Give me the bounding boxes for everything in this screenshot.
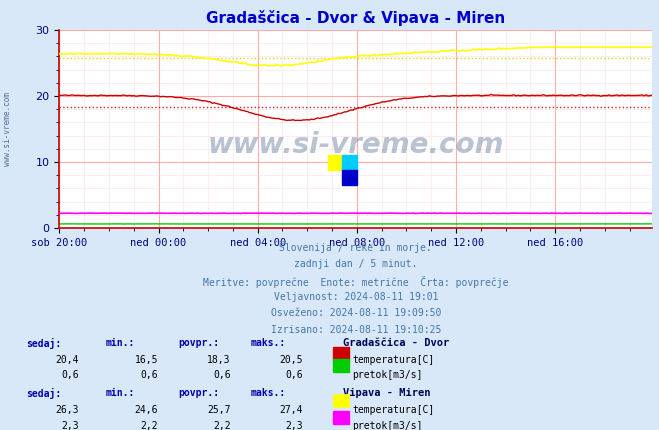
Bar [343, 155, 357, 170]
Text: temperatura[C]: temperatura[C] [353, 405, 435, 415]
Text: maks.:: maks.: [250, 388, 285, 398]
Text: Osveženo: 2024-08-11 19:09:50: Osveženo: 2024-08-11 19:09:50 [271, 308, 441, 318]
Text: 20,4: 20,4 [55, 355, 79, 365]
Text: 0,6: 0,6 [140, 370, 158, 380]
Text: Izrisano: 2024-08-11 19:10:25: Izrisano: 2024-08-11 19:10:25 [271, 325, 441, 335]
Text: www.si-vreme.com: www.si-vreme.com [208, 131, 504, 159]
Text: 25,7: 25,7 [207, 405, 231, 415]
Text: 27,4: 27,4 [279, 405, 303, 415]
Text: sedaj:: sedaj: [26, 338, 61, 349]
Text: sedaj:: sedaj: [26, 388, 61, 399]
Text: 20,5: 20,5 [279, 355, 303, 365]
Text: Meritve: povprečne  Enote: metrične  Črta: povprečje: Meritve: povprečne Enote: metrične Črta:… [203, 276, 509, 288]
Text: povpr.:: povpr.: [178, 338, 219, 347]
Bar [328, 155, 343, 170]
Text: Slovenija / reke in morje.: Slovenija / reke in morje. [279, 243, 432, 253]
Text: maks.:: maks.: [250, 338, 285, 347]
Text: min.:: min.: [105, 388, 135, 398]
Text: Veljavnost: 2024-08-11 19:01: Veljavnost: 2024-08-11 19:01 [273, 292, 438, 302]
Text: min.:: min.: [105, 338, 135, 347]
Text: 2,2: 2,2 [140, 421, 158, 430]
Text: 2,3: 2,3 [61, 421, 79, 430]
Bar [343, 170, 357, 185]
Text: 0,6: 0,6 [285, 370, 303, 380]
Text: 26,3: 26,3 [55, 405, 79, 415]
Text: 18,3: 18,3 [207, 355, 231, 365]
Text: 2,3: 2,3 [285, 421, 303, 430]
Text: 16,5: 16,5 [134, 355, 158, 365]
Text: zadnji dan / 5 minut.: zadnji dan / 5 minut. [294, 259, 418, 269]
Title: Gradaščica - Dvor & Vipava - Miren: Gradaščica - Dvor & Vipava - Miren [206, 10, 505, 26]
Text: povpr.:: povpr.: [178, 388, 219, 398]
Text: 0,6: 0,6 [61, 370, 79, 380]
Text: Gradaščica - Dvor: Gradaščica - Dvor [343, 338, 449, 347]
Text: 0,6: 0,6 [213, 370, 231, 380]
Text: pretok[m3/s]: pretok[m3/s] [353, 370, 423, 380]
Text: temperatura[C]: temperatura[C] [353, 355, 435, 365]
Text: www.si-vreme.com: www.si-vreme.com [3, 92, 13, 166]
Text: 24,6: 24,6 [134, 405, 158, 415]
Text: 2,2: 2,2 [213, 421, 231, 430]
Text: Vipava - Miren: Vipava - Miren [343, 388, 430, 398]
Text: pretok[m3/s]: pretok[m3/s] [353, 421, 423, 430]
